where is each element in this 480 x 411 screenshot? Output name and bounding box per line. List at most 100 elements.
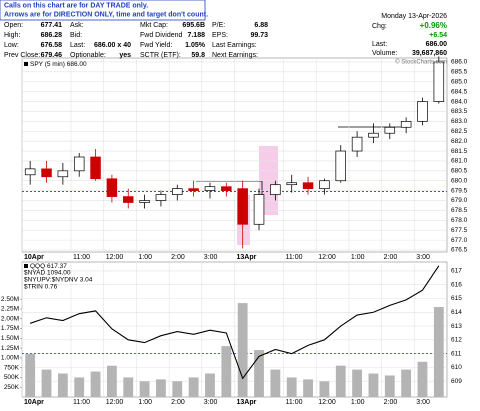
volume-bar	[156, 379, 166, 397]
notice-box	[0, 0, 206, 21]
x-tick-label: 10Apr	[24, 399, 44, 406]
y2-tick-label: 1.75M	[1, 325, 19, 332]
candle-body	[433, 61, 445, 102]
quote-value: 686.28	[41, 32, 63, 39]
y-tick-label: 609	[451, 378, 462, 385]
legend-swatch	[24, 264, 28, 268]
y-tick-label: 685.5	[451, 69, 468, 76]
x-tick-label: 1:00	[351, 254, 365, 261]
volume-bar	[319, 381, 330, 397]
y-tick-label: 613	[451, 323, 462, 330]
legend-label: $NYUPV:$NYDNV 3.04	[24, 277, 93, 284]
legend-label: $NYAD 1094.00	[24, 270, 71, 277]
y2-tick-label: 750K	[4, 364, 20, 371]
volume-bar	[74, 377, 85, 397]
x-tick-label: 11:00	[73, 399, 90, 406]
copyright: © StockCharts.com	[395, 59, 447, 66]
x-tick-label: 10Apr	[24, 254, 44, 261]
x-tick-label: 11:00	[286, 399, 303, 406]
x-tick-label: 2:00	[384, 254, 398, 261]
quote-value: 679.46	[41, 52, 63, 59]
y-tick-label: 683.0	[451, 118, 468, 125]
candle-body	[221, 186, 232, 191]
y-tick-label: 684.5	[451, 88, 468, 95]
y-tick-label: 682.5	[451, 128, 468, 135]
candle-body	[335, 150, 347, 182]
y-tick-label: 680.0	[451, 177, 468, 184]
candle-body	[302, 182, 314, 190]
volume-bar	[417, 361, 428, 397]
volume-bar	[286, 377, 297, 397]
candle-body	[41, 168, 52, 178]
volume-bar	[368, 373, 379, 397]
candle-body	[384, 126, 396, 134]
volume-bar	[303, 379, 313, 397]
quote-value: yes	[119, 52, 131, 59]
y-tick-label: 615	[451, 295, 462, 302]
volume-bar	[335, 365, 346, 397]
volume-bar	[205, 373, 215, 397]
candle-body	[351, 136, 363, 152]
candle-body	[155, 194, 167, 201]
volume-bar	[123, 377, 134, 397]
quote-label: Last Earnings:	[212, 42, 257, 49]
quote-label: P/E:	[212, 22, 225, 29]
y-tick-label: 612	[451, 337, 462, 344]
x-tick-label: 3:00	[416, 399, 430, 406]
y-tick-label: 611	[451, 350, 462, 357]
y-tick-label: 681.5	[451, 148, 468, 155]
y-tick-label: 617	[451, 268, 462, 275]
x-tick-label: 12:00	[318, 399, 336, 406]
candle-body	[368, 132, 379, 138]
quote-value: 677.41	[41, 22, 63, 29]
quote-value: 6.88	[254, 22, 268, 29]
texts: Open: 677.41 Ask: Mkt Cap: 695.6B P/E: 6.88 Hig…	[1, 22, 468, 406]
y-tick-label: 685.0	[451, 78, 468, 85]
volume-bar	[107, 365, 117, 397]
y-tick-label: 676.5	[451, 247, 468, 254]
x-tick-label: 12:00	[106, 254, 124, 261]
quote-label: Bid:	[70, 32, 82, 39]
volume-bar	[139, 381, 150, 397]
volume-bar	[90, 371, 101, 397]
y-tick-label: 684.0	[451, 98, 468, 105]
quote-value: 1.05%	[185, 42, 206, 49]
marks	[20, 56, 447, 397]
candle-body	[270, 184, 281, 195]
quote-label: Mkt Cap:	[140, 22, 168, 29]
legend-label: $TRIN 0.76	[24, 284, 58, 291]
volume-bar	[172, 381, 183, 397]
y2-tick-label: 1.00M	[1, 355, 19, 362]
y-tick-label: 677.0	[451, 237, 468, 244]
x-tick-label: 2:00	[171, 399, 185, 406]
candle-body	[319, 180, 330, 190]
candle-body	[253, 194, 265, 225]
y-tick-label: 616	[451, 281, 462, 288]
volume-bar	[237, 303, 248, 397]
x-tick-label: 13Apr	[237, 399, 257, 406]
volume-bar	[221, 346, 232, 397]
x-tick-label: 2:00	[171, 254, 185, 261]
price-line	[29, 265, 440, 380]
quote-value: 99.73	[250, 32, 268, 39]
y2-tick-label: 1.25M	[1, 345, 19, 352]
notice-line: Arrows are for DIRECTION ONLY, time and …	[4, 11, 208, 18]
quote-label: Last:	[70, 42, 85, 49]
candle-body	[139, 200, 150, 203]
quote-change: +6.54	[429, 32, 447, 39]
quote-value: 7.188	[187, 32, 205, 39]
y-tick-label: 610	[451, 364, 462, 371]
volume-bar	[188, 377, 199, 397]
quote-label: Fwd Yield:	[140, 42, 172, 49]
quote-date: Monday 13-Apr-2026	[381, 13, 447, 20]
quote-value: 676.58	[41, 42, 63, 49]
volume-bar	[41, 369, 52, 397]
candle-body	[172, 188, 183, 195]
quote-label: Open:	[4, 22, 23, 29]
notice-line: Calls on this chart are for DAY TRADE on…	[4, 2, 148, 9]
volume-bar	[270, 369, 281, 397]
volume-bar	[57, 373, 68, 397]
candle-body	[106, 178, 118, 197]
volume-bar	[254, 350, 264, 397]
